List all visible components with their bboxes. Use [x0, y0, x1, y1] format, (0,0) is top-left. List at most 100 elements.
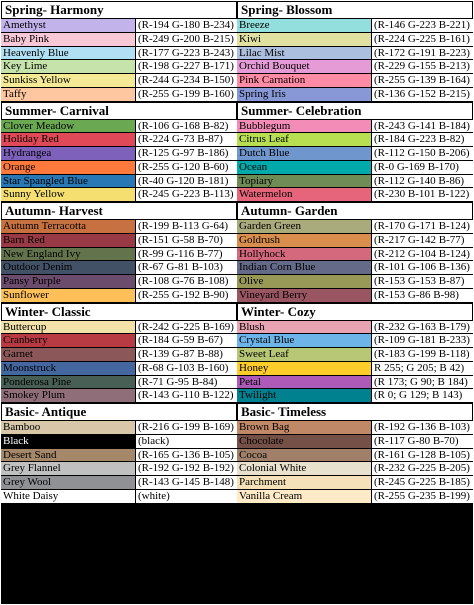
color-name: Hollyhock	[237, 247, 372, 261]
color-row: Sunflower (R-255 G-192 B-90)	[1, 288, 237, 303]
color-name: Autumn Terracotta	[1, 220, 136, 233]
color-row: Bamboo (R-216 G-199 B-169)	[1, 421, 237, 435]
color-name: Chocolate	[237, 434, 372, 448]
color-name: Cranberry	[1, 334, 136, 347]
rgb-value: (R-109 G-181 B-233)	[372, 334, 473, 347]
color-row: Cranberry (R-184 G-59 B-67)	[1, 334, 237, 348]
section-title: Basic- Antique	[1, 403, 237, 421]
rgb-value: (R-199 B-113 G-64)	[136, 220, 237, 233]
color-name: Outdoor Denim	[1, 261, 136, 274]
rgb-value: (R-143 G-145 B-148)	[136, 476, 237, 489]
color-name: Vanilla Cream	[237, 489, 372, 503]
section-title: Summer- Carnival	[1, 101, 237, 120]
color-name: Star Spangled Blue	[1, 174, 136, 188]
color-name: Honey	[237, 361, 372, 375]
color-name: Garden Green	[237, 220, 372, 233]
rgb-value: (R-212 G-104 B-124)	[372, 247, 473, 261]
rgb-value: (white)	[136, 489, 237, 503]
section-title: Autumn- Garden	[237, 202, 473, 220]
color-name: Bamboo	[1, 421, 136, 434]
color-name: Sweet Leaf	[237, 348, 372, 361]
color-row: Barn Red (R-151 G-58 B-70)	[1, 233, 237, 248]
color-row: Hydrangea (R-125 G-97 B-186)	[1, 147, 237, 161]
color-row: Clover Meadow (R-106 G-168 B-82)	[1, 119, 237, 134]
color-name: Dutch Blue	[237, 147, 372, 160]
color-row: Ponderosa Pine (R-71 G-95 B-84)	[1, 375, 237, 390]
rgb-value: (R-216 G-199 B-169)	[136, 421, 237, 434]
rgb-value: (R-192 G-136 B-103)	[372, 421, 473, 434]
color-row: Heavenly Blue (R-177 G-223 B-243)	[1, 46, 237, 61]
rgb-value: (R-161 G-128 B-105)	[372, 448, 473, 462]
color-row: Grey Wool (R-143 G-145 B-148)	[1, 476, 237, 490]
color-row: Star Spangled Blue (R-40 G-120 B-181)	[1, 174, 237, 189]
color-row: Blush (R-232 G-163 B-179)	[237, 320, 473, 335]
rgb-value: (R-172 G-191 B-223)	[372, 46, 473, 60]
color-name: Garnet	[1, 348, 136, 361]
rgb-value: (R-143 G-110 B-122)	[136, 389, 237, 402]
color-name: Vineyard Berry	[237, 288, 372, 302]
color-name: Desert Sand	[1, 448, 136, 462]
rgb-value: (R-108 G-76 B-108)	[136, 275, 237, 288]
color-row: Black (black)	[1, 434, 237, 449]
palette-section: Autumn- Harvest Autumn Terracotta (R-199 B…	[1, 202, 237, 303]
rgb-value: (R-255 G-235 B-199)	[372, 489, 473, 503]
rgb-value: (R-224 G-73 B-87)	[136, 133, 237, 146]
color-row: Twilight (R 0; G 129; B 143)	[237, 389, 473, 403]
section-title: Summer- Celebration	[237, 101, 473, 120]
color-name: Grey Flannel	[1, 462, 136, 475]
rgb-value: (R-230 B-101 B-122)	[372, 188, 473, 201]
color-name: Lilac Mist	[237, 46, 372, 60]
palette-section: Summer- Carnival Clover Meadow (R-106 G-16…	[1, 101, 237, 202]
color-row: Spring Iris (R-136 G-152 B-215)	[237, 87, 473, 102]
rgb-value: (R-255 G-139 B-164)	[372, 74, 473, 87]
color-row: Crystal Blue (R-109 G-181 B-233)	[237, 334, 473, 348]
rgb-value: (R-194 G-180 B-234)	[136, 19, 237, 32]
color-row: White Daisy (white)	[1, 489, 237, 504]
rgb-value: (black)	[136, 434, 237, 448]
color-row: Topiary (R-112 G-140 B-86)	[237, 174, 473, 189]
section-title: Basic- Timeless	[237, 403, 473, 421]
section-title: Autumn- Harvest	[1, 202, 237, 220]
color-row: Goldrush (R-217 G-142 B-77)	[237, 233, 473, 248]
rgb-value: (R-255 G-192 B-90)	[136, 288, 237, 302]
rgb-value: (R-125 G-97 B-186)	[136, 147, 237, 160]
rgb-value: (R-224 G-225 B-161)	[372, 32, 473, 46]
color-row: Honey R 255; G 205; B 42)	[237, 361, 473, 376]
color-row: Ocean (R-0 G-169 B-170)	[237, 160, 473, 175]
color-row: Breeze (R-146 G-223 B-221)	[237, 19, 473, 33]
color-name: Breeze	[237, 19, 372, 32]
color-name: Goldrush	[237, 233, 372, 247]
rgb-value: (R-183 G-199 B-118)	[372, 348, 473, 361]
color-row: Orchid Bouquet (R-229 G-155 B-213)	[237, 60, 473, 74]
palette-section: Winter- Classic Buttercup (R-242 G-225 B-1…	[1, 302, 237, 403]
rgb-value: (R-184 G-223 B-82)	[372, 133, 473, 146]
rgb-value: (R-229 G-155 B-213)	[372, 60, 473, 73]
color-name: Sunflower	[1, 288, 136, 302]
color-row: Cocoa (R-161 G-128 B-105)	[237, 448, 473, 463]
rgb-value: (R-40 G-120 B-181)	[136, 174, 237, 188]
rgb-value: R 255; G 205; B 42)	[372, 361, 473, 375]
color-name: Barn Red	[1, 233, 136, 247]
color-row: Autumn Terracotta (R-199 B-113 G-64)	[1, 220, 237, 234]
color-row: Buttercup (R-242 G-225 B-169)	[1, 320, 237, 335]
color-name: Hydrangea	[1, 147, 136, 160]
rgb-value: (R-0 G-169 B-170)	[372, 160, 473, 174]
rgb-value: (R 173; G 90; B 184)	[372, 375, 473, 389]
color-name: Crystal Blue	[237, 334, 372, 347]
color-name: Orchid Bouquet	[237, 60, 372, 73]
rgb-value: (R-136 G-152 B-215)	[372, 87, 473, 101]
left-column: Spring- Harmony Amethyst (R-194 G-180 B-23…	[1, 1, 237, 604]
color-row: Citrus Leaf (R-184 G-223 B-82)	[237, 133, 473, 147]
color-name: Topiary	[237, 174, 372, 188]
color-row: Colonial White (R-232 G-225 B-205)	[237, 462, 473, 476]
color-name: Amethyst	[1, 19, 136, 32]
color-name: Watermelon	[237, 188, 372, 201]
rgb-value: (R-177 G-223 B-243)	[136, 46, 237, 60]
rgb-value: (R-184 G-59 B-67)	[136, 334, 237, 347]
rgb-value: (R-153 G-153 B-87)	[372, 275, 473, 288]
palette-section: Basic- Timeless Brown Bag (R-192 G-136 B-1…	[237, 403, 473, 504]
color-name: Black	[1, 434, 136, 448]
color-row: Baby Pink (R-249 G-200 B-215)	[1, 32, 237, 47]
color-name: Taffy	[1, 87, 136, 101]
